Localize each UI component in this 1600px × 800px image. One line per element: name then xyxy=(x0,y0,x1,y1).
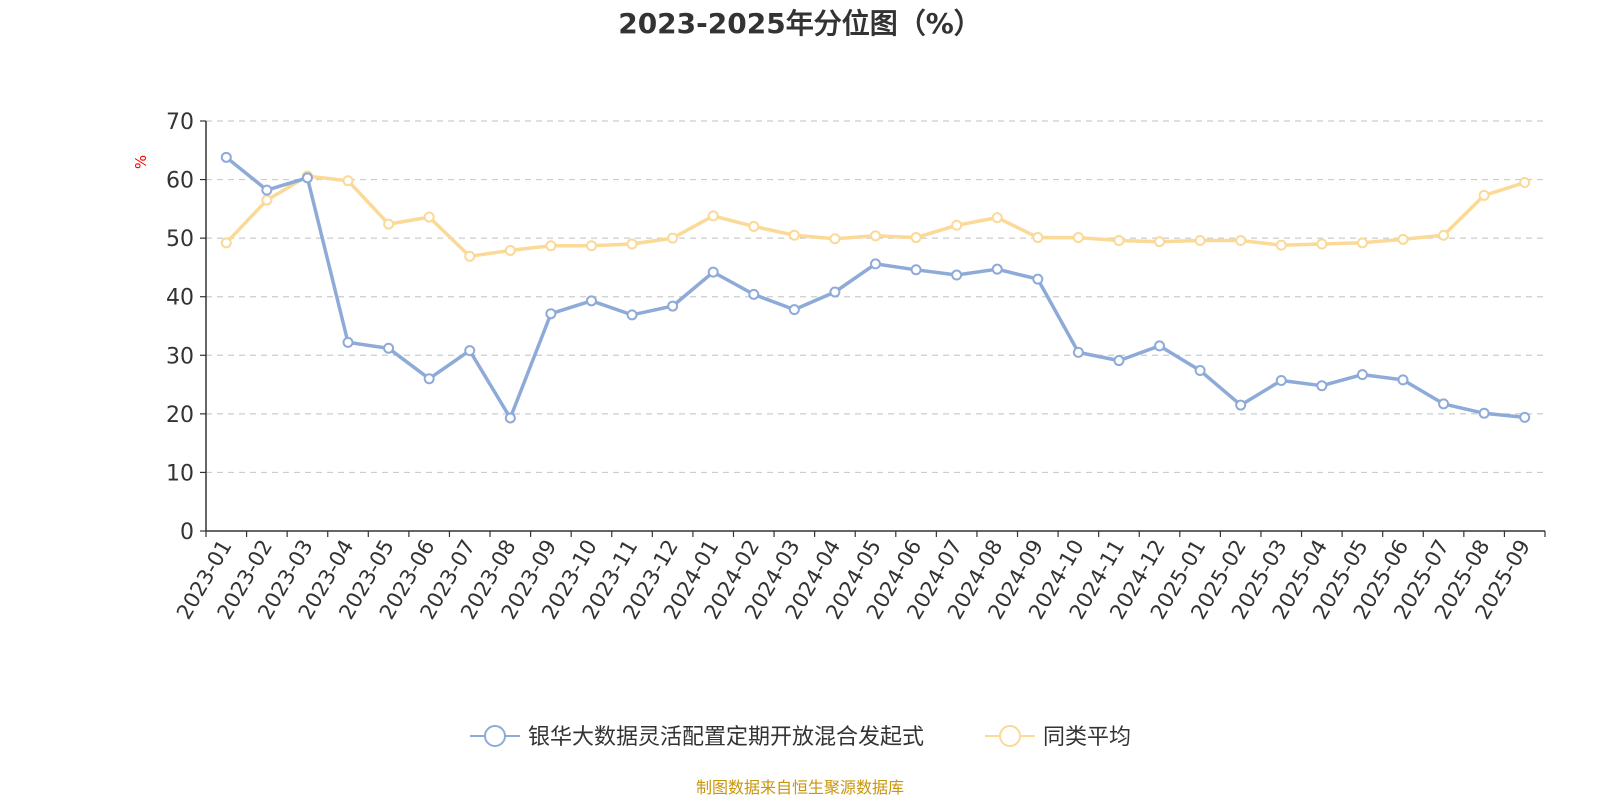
data-point[interactable] xyxy=(1397,374,1409,386)
axes xyxy=(205,121,1545,532)
series-line xyxy=(224,174,1527,259)
series-line xyxy=(224,155,1527,420)
legend-circle-marker xyxy=(999,725,1021,747)
data-point[interactable] xyxy=(788,229,800,241)
data-point[interactable] xyxy=(1356,369,1368,381)
data-point[interactable] xyxy=(1438,398,1450,410)
data-point[interactable] xyxy=(951,269,963,281)
data-point[interactable] xyxy=(1235,399,1247,411)
data-point[interactable] xyxy=(667,300,679,312)
data-point[interactable] xyxy=(829,286,841,298)
data-point[interactable] xyxy=(545,240,557,252)
data-point[interactable] xyxy=(1194,234,1206,246)
data-point[interactable] xyxy=(1113,355,1125,367)
data-point[interactable] xyxy=(626,238,638,250)
data-point[interactable] xyxy=(342,175,354,187)
data-point[interactable] xyxy=(1032,232,1044,244)
y-tick-label: 60 xyxy=(166,169,194,194)
data-point[interactable] xyxy=(951,219,963,231)
y-tick-label: 70 xyxy=(166,110,194,135)
data-point[interactable] xyxy=(464,250,476,262)
data-point[interactable] xyxy=(1032,273,1044,285)
grid-lines xyxy=(206,120,1545,474)
legend-item-1[interactable]: 银华大数据灵活配置定期开放混合发起式 xyxy=(470,725,924,750)
data-point[interactable] xyxy=(870,230,881,242)
data-point[interactable] xyxy=(1275,239,1287,251)
data-point[interactable] xyxy=(383,342,395,354)
data-point[interactable] xyxy=(870,258,881,270)
data-point[interactable] xyxy=(1235,234,1247,246)
data-point[interactable] xyxy=(220,237,232,249)
data-point[interactable] xyxy=(788,304,800,316)
x-axis-ticks: 2023-012023-022023-032023-042023-052023-… xyxy=(172,531,1546,623)
data-point[interactable] xyxy=(667,232,679,244)
data-point[interactable] xyxy=(545,308,557,320)
chart-title: 2023-2025年分位图（%） xyxy=(618,7,982,40)
data-point[interactable] xyxy=(829,233,841,245)
data-point[interactable] xyxy=(748,288,760,300)
data-point[interactable] xyxy=(464,345,476,357)
legend-label: 同类平均 xyxy=(1043,725,1131,750)
data-point[interactable] xyxy=(1478,189,1490,201)
data-point[interactable] xyxy=(1397,233,1409,245)
data-point[interactable] xyxy=(707,266,719,278)
data-point[interactable] xyxy=(585,240,597,252)
data-point[interactable] xyxy=(910,232,922,244)
y-tick-label: 40 xyxy=(166,286,194,311)
data-point[interactable] xyxy=(1275,374,1287,386)
data-point[interactable] xyxy=(748,220,760,232)
data-point[interactable] xyxy=(1194,365,1206,377)
data-point[interactable] xyxy=(423,373,435,385)
series-layer xyxy=(220,151,1531,424)
y-axis-ticks: 0 10 20 30 40 50 60 70 xyxy=(166,110,206,545)
data-point[interactable] xyxy=(504,244,516,256)
data-point[interactable] xyxy=(626,309,638,321)
data-point[interactable] xyxy=(1519,411,1531,423)
data-point[interactable] xyxy=(1316,238,1328,250)
data-point[interactable] xyxy=(383,218,395,230)
data-point[interactable] xyxy=(1113,234,1125,246)
series-2 xyxy=(220,170,1531,262)
legend-label: 银华大数据灵活配置定期开放混合发起式 xyxy=(528,725,924,750)
data-point[interactable] xyxy=(1072,346,1084,358)
y-axis-unit-label: % xyxy=(132,155,150,169)
data-point[interactable] xyxy=(585,295,597,307)
data-point[interactable] xyxy=(342,336,354,348)
data-point[interactable] xyxy=(991,212,1003,224)
data-point[interactable] xyxy=(301,172,313,184)
data-point[interactable] xyxy=(261,194,273,206)
y-tick-label: 10 xyxy=(166,461,194,486)
data-point[interactable] xyxy=(1072,232,1084,244)
legend-item-2[interactable]: 同类平均 xyxy=(985,725,1131,750)
data-point[interactable] xyxy=(991,263,1003,275)
data-point[interactable] xyxy=(504,412,516,424)
y-tick-label: 50 xyxy=(166,227,194,252)
data-point[interactable] xyxy=(261,184,273,196)
data-point[interactable] xyxy=(1154,340,1166,352)
data-point[interactable] xyxy=(1154,236,1166,248)
y-tick-label: 30 xyxy=(166,344,194,369)
data-point[interactable] xyxy=(423,211,435,223)
data-point[interactable] xyxy=(910,264,922,276)
data-point[interactable] xyxy=(1356,237,1368,249)
data-source-note: 制图数据来自恒生聚源数据库 xyxy=(696,778,904,797)
data-point[interactable] xyxy=(1438,229,1450,241)
data-point[interactable] xyxy=(1519,177,1531,188)
legend-circle-marker xyxy=(484,725,506,747)
data-point[interactable] xyxy=(707,210,719,222)
legend[interactable]: 银华大数据灵活配置定期开放混合发起式 同类平均 xyxy=(470,725,1131,750)
data-point[interactable] xyxy=(1478,407,1490,419)
y-tick-label: 20 xyxy=(166,403,194,428)
series-1 xyxy=(220,151,1531,424)
y-tick-label: 0 xyxy=(180,520,194,545)
data-point[interactable] xyxy=(220,151,232,163)
data-point[interactable] xyxy=(1316,380,1328,392)
